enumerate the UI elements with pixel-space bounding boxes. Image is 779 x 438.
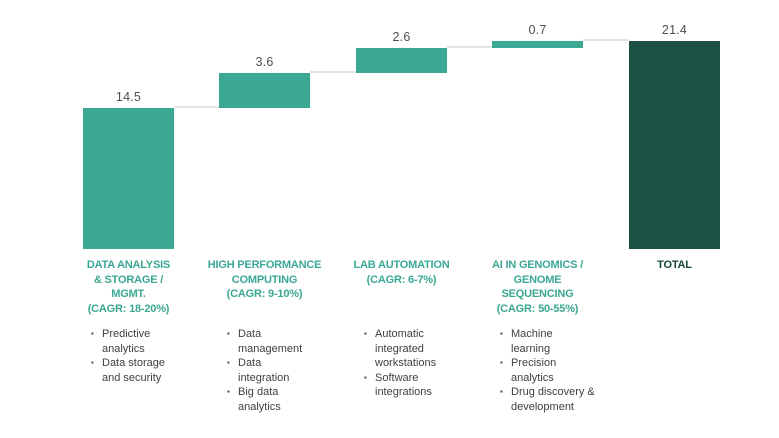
bullet-item: ▪ Software integrations — [364, 371, 466, 400]
bullet-item: ▪ Big data analytics — [227, 385, 329, 414]
bullet-item: ▪ Precision analytics — [500, 356, 602, 385]
bullet-list: ▪ Automatic integrated workstations ▪ Softw… — [364, 327, 466, 400]
bullet-marker-icon: ▪ — [227, 329, 230, 338]
bullet-marker-icon: ▪ — [500, 329, 503, 338]
bullet-marker-icon: ▪ — [500, 387, 503, 396]
category-heading-total: TOTAL — [657, 259, 692, 271]
bullet-item: ▪ Drug discovery & development — [500, 385, 602, 414]
bullet-text: Automatic integrated workstations — [375, 328, 437, 369]
waterfall-bar-segment — [356, 47, 447, 74]
bullet-text: Big data analytics — [238, 386, 281, 413]
bar-connector — [447, 45, 492, 48]
category-heading: LAB AUTOMATION (CAGR: 6-7%) — [353, 259, 450, 286]
bullet-text: Software integrations — [375, 371, 432, 399]
bullet-list: ▪ Predictive analytics ▪ Data storage and s… — [91, 327, 193, 385]
bar-connector — [174, 106, 219, 109]
bullet-text: Machine learning — [511, 328, 553, 355]
bullet-item: ▪ Machine learning — [500, 327, 602, 356]
category-heading: HIGH PERFORMANCE COMPUTING (CAGR: 9-10%) — [207, 259, 322, 300]
bar-value-label: 3.6 — [255, 55, 274, 70]
bullet-item: ▪ Data integration — [227, 356, 329, 385]
waterfall-bar-segment — [83, 108, 174, 249]
bullet-item: ▪ Predictive analytics — [91, 327, 193, 356]
bar-value-label: 14.5 — [115, 90, 142, 105]
bullet-marker-icon: ▪ — [364, 372, 367, 382]
bullet-list: ▪ Machine learning ▪ Precision analytics ▪ Dr… — [500, 327, 602, 414]
category-heading: DATA ANALYSIS & STORAGE / MGMT. (CAGR: 1… — [86, 259, 171, 315]
bullet-marker-icon: ▪ — [227, 358, 230, 367]
bullet-text: Data integration — [238, 357, 290, 384]
waterfall-bar-segment — [219, 73, 310, 109]
waterfall-bar-segment — [492, 41, 583, 48]
bullet-marker-icon: ▪ — [364, 329, 367, 338]
bullet-item: ▪ Automatic integrated workstations — [364, 327, 466, 371]
bullet-text: Drug discovery & development — [511, 386, 595, 413]
bullet-text: Predictive analytics — [102, 328, 151, 355]
bar-value-label: 21.4 — [661, 23, 688, 37]
bullet-text: Data storage and security — [102, 357, 165, 384]
bar-value-label: 0.7 — [528, 23, 547, 37]
bullet-text: Precision analytics — [511, 357, 557, 384]
bullet-marker-icon: ▪ — [500, 358, 503, 367]
bullet-marker-icon: ▪ — [227, 387, 230, 396]
waterfall-bar-total — [629, 41, 720, 249]
bar-value-label: 2.6 — [392, 29, 411, 44]
bar-connector — [583, 39, 629, 41]
bullet-marker-icon: ▪ — [91, 329, 94, 338]
bullet-item: ▪ Data storage and security — [91, 356, 193, 385]
bullet-marker-icon: ▪ — [91, 358, 94, 367]
bullet-list: ▪ Data management ▪ Data integration ▪ Big da… — [227, 327, 329, 414]
bullet-item: ▪ Data management — [227, 327, 329, 356]
category-heading: AI IN GENOMICS / GENOME SEQUENCING (CAGR… — [492, 259, 583, 315]
bullet-text: Data management — [238, 328, 303, 355]
bar-connector — [310, 71, 356, 74]
